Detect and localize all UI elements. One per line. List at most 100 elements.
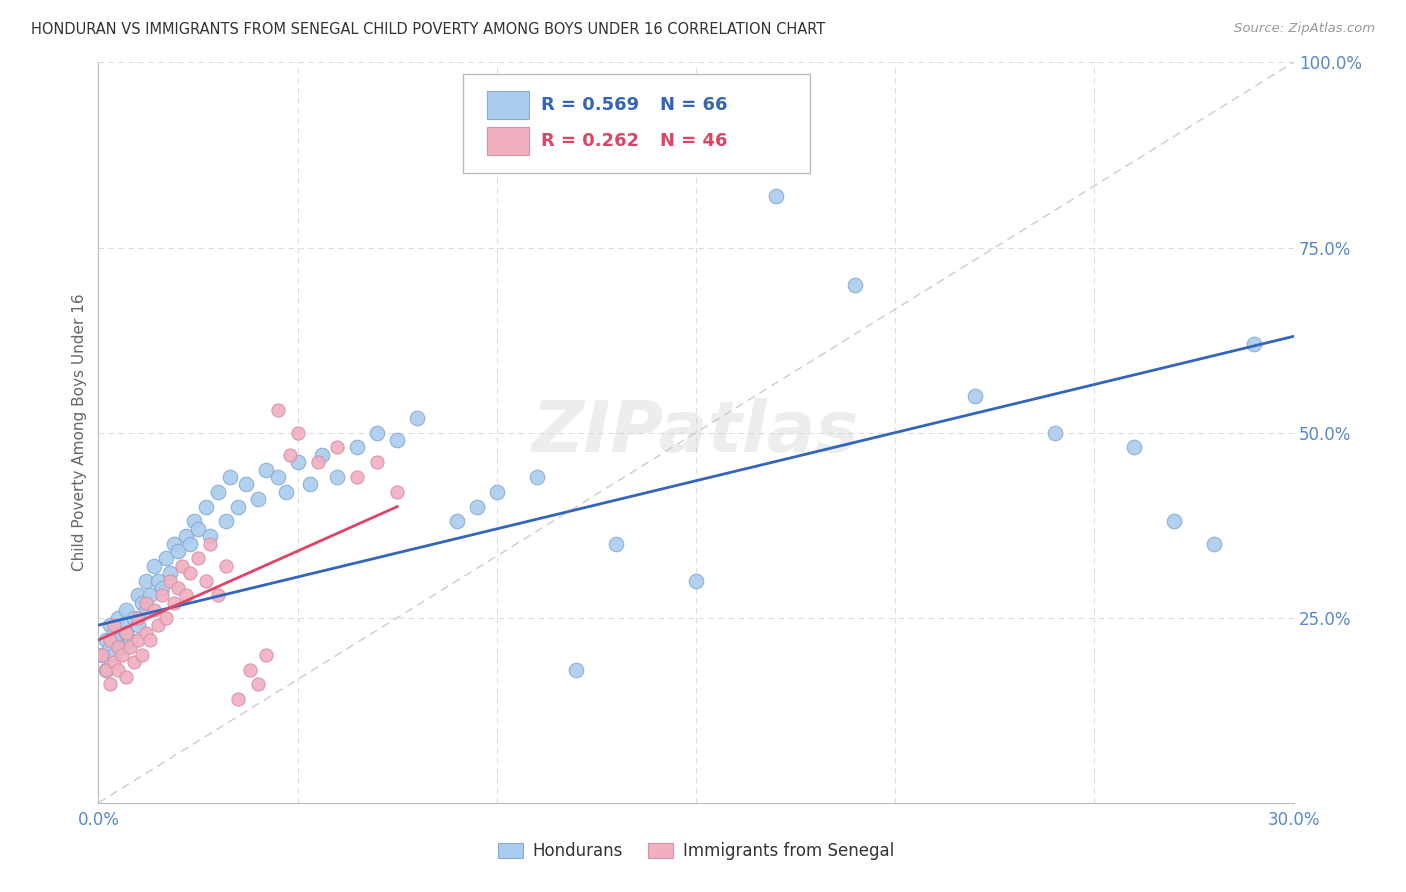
Text: R = 0.569: R = 0.569 [541,96,638,114]
Point [385,484,409,499]
Point [187,551,209,566]
Point [963,388,986,402]
Point [127,610,149,624]
Point [107,663,129,677]
Point [135,596,157,610]
Point [103,618,125,632]
Point [107,640,129,655]
FancyBboxPatch shape [486,127,529,155]
FancyBboxPatch shape [486,91,529,120]
Point [135,603,157,617]
Point [198,536,221,550]
Point [183,515,205,529]
Point [111,618,134,632]
Point [115,625,138,640]
Point [207,589,229,603]
Point [446,515,468,529]
Point [98,640,122,655]
Point [155,551,177,566]
Point [346,441,368,455]
Text: R = 0.262: R = 0.262 [541,132,638,150]
Point [167,544,190,558]
Point [485,484,508,499]
Point [465,500,488,514]
Y-axis label: Child Poverty Among Boys Under 16: Child Poverty Among Boys Under 16 [72,293,87,572]
Point [215,515,238,529]
Point [1043,425,1066,440]
Point [287,425,309,440]
Point [254,648,277,662]
Point [307,455,329,469]
Point [179,536,201,550]
Point [326,470,349,484]
Point [98,632,122,647]
Point [287,455,309,469]
Point [215,558,238,573]
Point [366,425,388,440]
Point [111,640,134,655]
Point [226,500,249,514]
Point [278,448,301,462]
Point [207,484,229,499]
Point [124,655,146,669]
Point [115,603,138,617]
Point [195,500,218,514]
Point [298,477,321,491]
Point [174,529,197,543]
Point [103,655,125,669]
Point [605,536,627,550]
Point [96,632,118,647]
Text: HONDURAN VS IMMIGRANTS FROM SENEGAL CHILD POVERTY AMONG BOYS UNDER 16 CORRELATIO: HONDURAN VS IMMIGRANTS FROM SENEGAL CHIL… [31,22,825,37]
Point [98,677,122,691]
Point [98,618,122,632]
FancyBboxPatch shape [463,73,810,173]
Point [406,410,429,425]
Point [163,596,186,610]
Point [311,448,333,462]
Text: N = 46: N = 46 [661,132,728,150]
Point [143,558,166,573]
Point [246,492,269,507]
Point [107,632,129,647]
Legend: Hondurans, Immigrants from Senegal: Hondurans, Immigrants from Senegal [489,834,903,869]
Point [131,648,153,662]
Point [1202,536,1225,550]
Point [267,470,290,484]
Point [198,529,221,543]
Point [239,663,262,677]
Point [179,566,201,581]
Point [103,625,125,640]
Point [1163,515,1185,529]
Point [1123,441,1146,455]
Point [565,663,588,677]
Point [226,692,249,706]
Point [150,581,173,595]
Point [366,455,388,469]
Text: N = 66: N = 66 [661,96,728,114]
Point [187,522,209,536]
Point [131,596,153,610]
Point [172,558,194,573]
Text: ZIPatlas: ZIPatlas [533,398,859,467]
Point [115,625,138,640]
Point [127,632,149,647]
Point [135,625,157,640]
Point [139,632,162,647]
Point [96,663,118,677]
Point [174,589,197,603]
Point [685,574,707,588]
Point [526,470,548,484]
Point [127,618,149,632]
Point [167,581,190,595]
Point [274,484,297,499]
Point [765,188,787,202]
Point [103,648,125,662]
Point [1243,336,1265,351]
Point [91,648,114,662]
Point [135,574,157,588]
Point [385,433,409,447]
Point [124,610,146,624]
Point [326,441,349,455]
Point [195,574,218,588]
Point [844,277,866,292]
